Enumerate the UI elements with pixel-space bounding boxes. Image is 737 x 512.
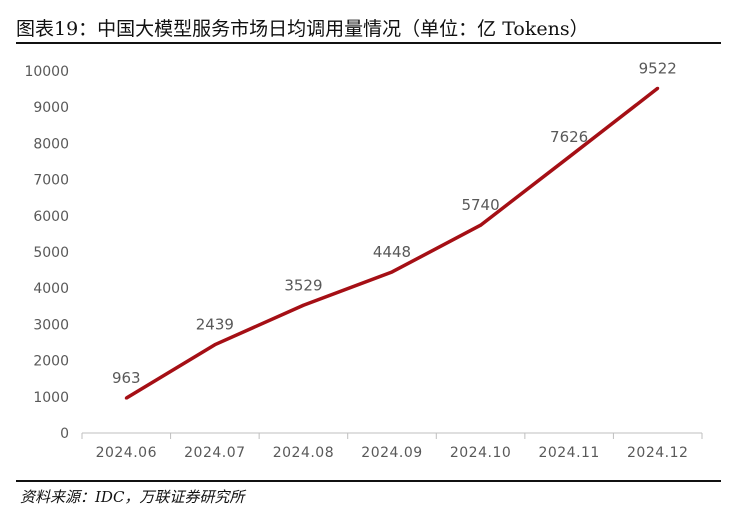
y-tick-label: 0 — [60, 426, 69, 442]
y-tick-label: 7000 — [33, 173, 69, 189]
data-point — [390, 270, 394, 274]
y-tick-label: 10000 — [24, 64, 69, 80]
x-tick-label: 2024.06 — [96, 445, 157, 461]
data-label: 5740 — [461, 196, 499, 214]
y-tick-label: 9000 — [33, 100, 69, 116]
y-tick-label: 1000 — [33, 390, 69, 406]
x-tick-label: 2024.08 — [273, 445, 334, 461]
y-tick-label: 8000 — [33, 136, 69, 152]
x-tick-label: 2024.07 — [184, 445, 245, 461]
y-tick-label: 5000 — [33, 245, 69, 261]
data-point — [213, 343, 217, 347]
y-tick-label: 6000 — [33, 209, 69, 225]
chart-title: 图表19：中国大模型服务市场日均调用量情况（单位：亿 Tokens） — [16, 18, 589, 40]
y-tick-label: 3000 — [33, 317, 69, 333]
data-label: 4448 — [373, 243, 411, 261]
x-tick-label: 2024.11 — [538, 445, 599, 461]
data-label: 963 — [112, 369, 141, 387]
data-point — [656, 86, 660, 90]
data-point — [479, 223, 483, 227]
y-tick-label: 4000 — [33, 281, 69, 297]
source-note: 资料来源：IDC，万联证券研究所 — [20, 488, 245, 506]
data-label: 7626 — [550, 128, 588, 146]
data-point — [301, 303, 305, 307]
data-label: 2439 — [196, 316, 234, 334]
data-label: 3529 — [284, 276, 322, 294]
footer-divider — [16, 480, 721, 482]
y-tick-label: 2000 — [33, 354, 69, 370]
x-tick-label: 2024.12 — [627, 445, 688, 461]
data-point — [124, 396, 128, 400]
data-label: 9522 — [639, 59, 677, 77]
line-chart: 0 1000 2000 3000 4000 5000 6000 7000 8000 9000 100… — [24, 59, 703, 461]
x-tick-label: 2024.10 — [450, 445, 511, 461]
x-tick-label: 2024.09 — [361, 445, 422, 461]
title-bar: 图表19：中国大模型服务市场日均调用量情况（单位：亿 Tokens） — [16, 4, 721, 44]
data-point — [567, 155, 571, 159]
